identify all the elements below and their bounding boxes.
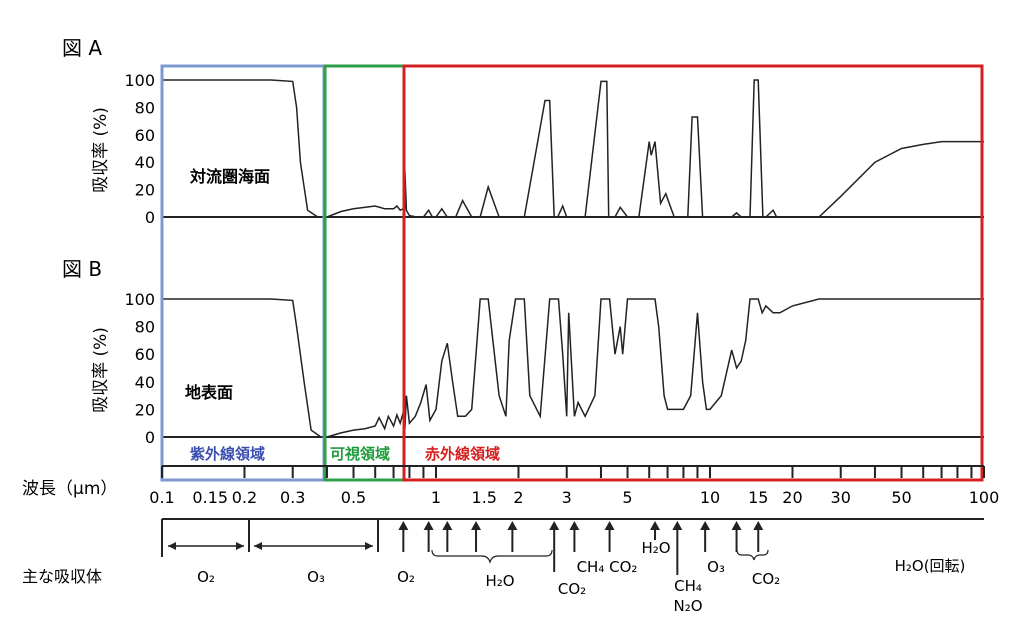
x-tick-label: 0.5	[341, 488, 366, 507]
h2o-brace	[431, 549, 553, 564]
absorber-arrowhead	[549, 521, 560, 530]
y-tick-label-a-20: 20	[135, 181, 155, 200]
y-tick-label-b-60: 60	[135, 345, 155, 364]
figure-a-title: 図 A	[62, 36, 102, 60]
absorber-n2o: N₂O	[673, 597, 702, 615]
absorber-arrowhead	[700, 521, 711, 530]
x-tick-label: 30	[831, 488, 851, 507]
absorber-arrowhead	[471, 521, 482, 530]
y-tick-label-b-80: 80	[135, 318, 155, 337]
figure-b-y-ticks: 0 20 40 60 80 100	[124, 290, 155, 447]
x-tick-label: 2	[513, 488, 523, 507]
x-tick-label: 100	[969, 488, 1000, 507]
figure-b-annotation: 地表面	[185, 383, 233, 402]
x-tick-label: 0.3	[280, 488, 305, 507]
absorber-ch4-co2: CH₄ CO₂	[577, 558, 638, 576]
y-tick-label-a-40: 40	[135, 153, 155, 172]
absorber-co2-27: CO₂	[558, 580, 586, 598]
figure-b-ylabel: 吸収率 (%)	[91, 327, 111, 413]
o2-uv-range-arrow	[168, 542, 244, 550]
figure-a-annotation: 対流圏海面	[189, 167, 270, 186]
absorber-arrowhead	[731, 521, 742, 530]
x-tick-label: 0.2	[232, 488, 257, 507]
y-tick-label-b-20: 20	[135, 400, 155, 419]
absorber-arrowhead	[650, 521, 661, 530]
uv-region-label: 紫外線領域	[190, 445, 265, 463]
absorber-o3-uv: O₃	[307, 568, 325, 586]
absorber-co2-15: CO₂	[752, 570, 780, 588]
figure-b-curve	[162, 298, 984, 438]
x-tick-label: 1.5	[472, 488, 497, 507]
absorber-arrowhead	[398, 521, 409, 530]
wavelength-ticks: 0.1 0.15 0.2 0.3 0.5 1 1.5 2 3 5 10 15 20 30 50 100	[149, 466, 999, 507]
y-tick-label-b-40: 40	[135, 373, 155, 392]
y-tick-label-a-80: 80	[135, 98, 155, 117]
y-tick-label-a-100: 100	[124, 71, 155, 90]
absorber-arrowhead	[672, 521, 683, 530]
x-tick-label: 10	[700, 488, 720, 507]
y-tick-label-a-60: 60	[135, 126, 155, 145]
absorber-arrowhead	[604, 521, 615, 530]
absorber-arrowhead	[507, 521, 518, 530]
x-tick-label: 1	[431, 488, 441, 507]
absorber-h2o: H₂O	[485, 572, 514, 590]
infrared-region-label: 赤外線領域	[425, 445, 500, 463]
y-tick-label-b-0: 0	[145, 428, 155, 447]
wavelength-axis-label: 波長（μm）	[22, 479, 117, 499]
x-tick-label: 5	[622, 488, 632, 507]
figure-a-ylabel: 吸収率 (%)	[91, 107, 111, 193]
absorber-h2o-rotation: H₂O(回転)	[895, 557, 966, 575]
figure-a-curve	[162, 79, 984, 218]
x-tick-label: 0.15	[192, 488, 228, 507]
x-tick-label: 15	[748, 488, 768, 507]
absorber-arrowhead	[753, 521, 764, 530]
visible-region-box	[323, 64, 406, 482]
visible-region-label: 可視領域	[330, 445, 390, 463]
y-tick-label-a-0: 0	[145, 208, 155, 227]
x-tick-label: 50	[891, 488, 911, 507]
absorbers-label: 主な吸収体	[22, 567, 102, 586]
infrared-region-box	[402, 64, 984, 482]
x-tick-label: 3	[562, 488, 572, 507]
figure-b-title: 図 B	[62, 257, 102, 281]
absorber-h2o-6: H₂O	[641, 539, 670, 557]
x-tick-label: 20	[782, 488, 802, 507]
y-tick-label-b-100: 100	[124, 290, 155, 309]
uv-region-box	[160, 64, 326, 482]
absorber-arrowhead	[442, 521, 453, 530]
absorber-arrowhead	[423, 521, 434, 530]
absorber-o2-uv: O₂	[197, 568, 215, 586]
absorber-arrowhead	[569, 521, 580, 530]
absorber-ch4: CH₄	[674, 577, 702, 595]
absorber-o2-vis: O₂	[397, 568, 415, 586]
figure-a-y-ticks: 0 20 40 60 80 100	[124, 71, 155, 227]
x-tick-label: 0.1	[149, 488, 174, 507]
absorber-arrows	[398, 521, 764, 575]
co2-15-brace	[736, 549, 769, 561]
absorber-o3-ir: O₃	[707, 558, 725, 576]
o3-range-arrow	[254, 542, 373, 550]
